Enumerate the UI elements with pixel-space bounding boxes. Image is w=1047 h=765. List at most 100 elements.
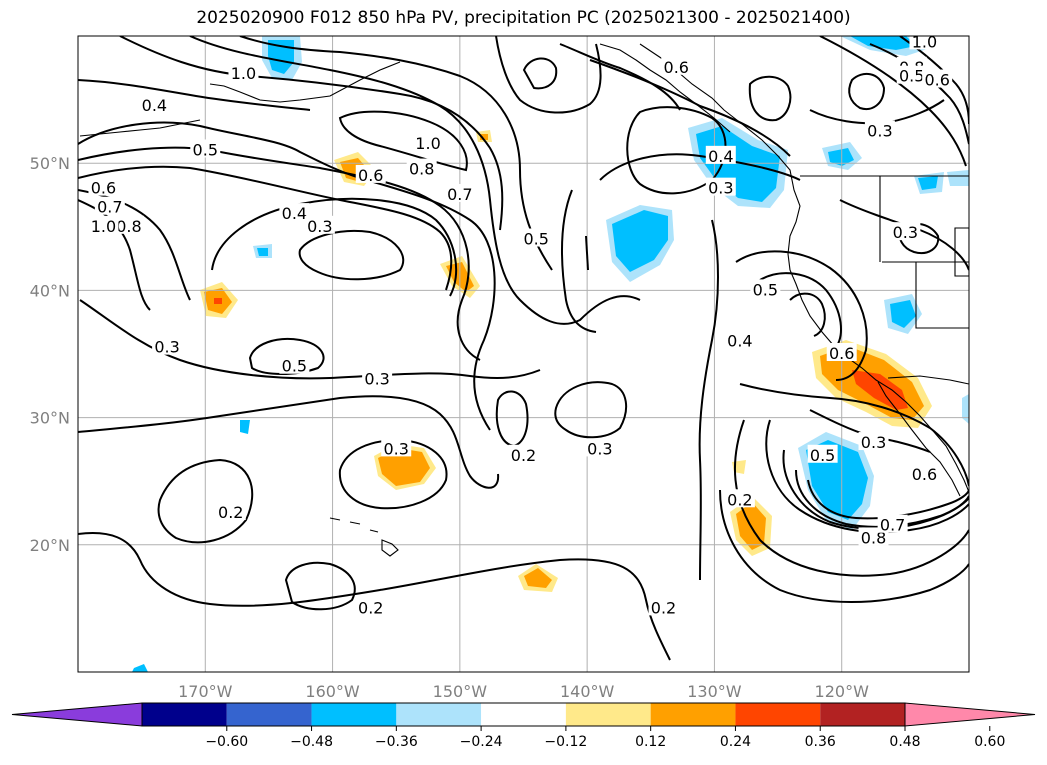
contour-label: 1.0 — [231, 64, 256, 83]
colorbar-tick-label: 0.60 — [974, 734, 1005, 750]
contour-labels: 1.00.40.50.60.70.81.00.6 0.81.00.70.40.30… — [88, 36, 953, 617]
pv-contour — [759, 272, 842, 351]
contour-label: 0.7 — [97, 198, 122, 217]
contour-label: 0.4 — [282, 204, 307, 223]
contour-label-bg — [877, 514, 908, 533]
contour-label-bg — [113, 215, 144, 234]
precip-area — [918, 176, 938, 190]
contour-label: 0.4 — [708, 147, 733, 166]
colorbar-swatch — [820, 703, 905, 726]
contour-label-bg — [724, 489, 755, 508]
contour-label-bg — [521, 228, 552, 247]
contour-label: 0.7 — [880, 516, 905, 535]
colorbar-swatch — [311, 703, 397, 726]
contour-label: 0.8 — [861, 528, 886, 547]
pv-contour — [239, 36, 553, 271]
contour-label-bg — [355, 597, 386, 616]
precip-area — [890, 300, 916, 328]
contour-label: 0.3 — [893, 223, 918, 242]
coastline-aleutians — [209, 61, 401, 103]
contour-label-bg — [413, 133, 444, 152]
precip-area — [947, 170, 969, 186]
contour-label: 0.4 — [142, 96, 167, 115]
contour-label: 0.5 — [899, 67, 924, 86]
contour-label-bg — [858, 432, 889, 451]
colorbar-swatch — [650, 703, 736, 726]
colorbar-tick-label: 0.36 — [805, 734, 836, 750]
colorbar-swatch — [226, 703, 312, 726]
contour-label: 0.3 — [587, 439, 612, 458]
contour-label-bg — [88, 177, 119, 196]
lat-tick-label: 30°N — [30, 409, 70, 428]
contour-label-bg — [922, 69, 953, 88]
precip-area — [524, 568, 552, 588]
contour-label: 0.3 — [861, 433, 886, 452]
contour-label: 0.6 — [358, 166, 383, 185]
precip-area — [696, 126, 780, 202]
contour-label: 0.2 — [511, 446, 536, 465]
contour-label-bg — [648, 597, 679, 616]
lon-tick-label: 120°W — [815, 682, 870, 701]
pv-contour — [522, 57, 558, 90]
colorbar-outline — [141, 702, 906, 727]
pv-contour — [298, 230, 405, 281]
border-states — [879, 176, 969, 329]
colorbar-tick-label: −0.48 — [290, 734, 333, 750]
lat-tick-label: 20°N — [30, 536, 70, 555]
pv-contour — [848, 72, 886, 110]
contour-label: 0.5 — [810, 446, 835, 465]
colorbar-swatch — [735, 703, 821, 726]
pv-contour — [739, 383, 969, 487]
coastline-alaska-islands — [599, 43, 731, 133]
colorbar-tick-label: −0.60 — [205, 734, 248, 750]
contour-label-bg — [228, 63, 259, 82]
colorbar-tick-label: −0.12 — [544, 734, 587, 750]
pv-contour — [698, 219, 719, 581]
contour-label-bg — [444, 184, 475, 202]
colorbar-swatch — [396, 703, 482, 726]
coastline-baja — [877, 381, 961, 497]
map-title: 2025020900 F012 850 hPa PV, precipitatio… — [196, 8, 851, 28]
pv-contour — [589, 59, 791, 157]
colorbar-tick-label: −0.24 — [460, 734, 503, 750]
pv-contour — [554, 381, 628, 439]
contour-label-bg — [890, 222, 921, 241]
contour-label-bg — [508, 444, 539, 463]
colorbar-tick-label: 0.24 — [720, 734, 751, 750]
pv-contour — [78, 189, 191, 301]
pv-contour — [157, 458, 254, 544]
map-content: 1.00.40.50.60.70.81.00.6 0.81.00.70.40.30… — [78, 36, 969, 672]
contour-label-bg — [724, 330, 755, 349]
pv-contour — [789, 292, 826, 337]
contour-label: 0.6 — [912, 465, 937, 484]
contour-label: 0.6 — [664, 58, 689, 77]
contour-label-bg — [94, 196, 125, 215]
lon-tick-label: 160°W — [305, 682, 360, 701]
coastline-hawaii — [329, 517, 399, 557]
lon-tick-label: 130°W — [687, 682, 742, 701]
contour-label-bg — [750, 279, 781, 298]
contour-label: 0.3 — [708, 179, 733, 198]
contour-label: 0.6 — [924, 71, 949, 90]
colorbar-swatch — [565, 703, 651, 726]
colorbar-extend-high — [904, 702, 1036, 727]
lon-tick-label: 140°W — [560, 682, 615, 701]
pv-contour — [78, 395, 500, 489]
contour-label: 0.5 — [282, 357, 307, 376]
precip-area — [850, 36, 916, 50]
pv-contour — [78, 79, 311, 111]
pv-contour — [211, 197, 458, 297]
colorbar-extend-low — [11, 702, 143, 727]
pv-contour — [559, 43, 681, 111]
pv-contour — [338, 438, 448, 510]
precip-area — [132, 664, 148, 672]
contour-label: 0.2 — [651, 598, 676, 617]
pv-contour — [819, 36, 967, 167]
colorbar-tick-label: 0.12 — [635, 734, 666, 750]
contour-label: 0.3 — [154, 338, 179, 357]
contour-label: 0.2 — [727, 490, 752, 509]
contour-label: 0.5 — [193, 140, 218, 159]
colorbar-tick-label: −0.36 — [375, 734, 418, 750]
colorbar-swatch — [481, 703, 566, 726]
pv-contour — [869, 43, 969, 145]
